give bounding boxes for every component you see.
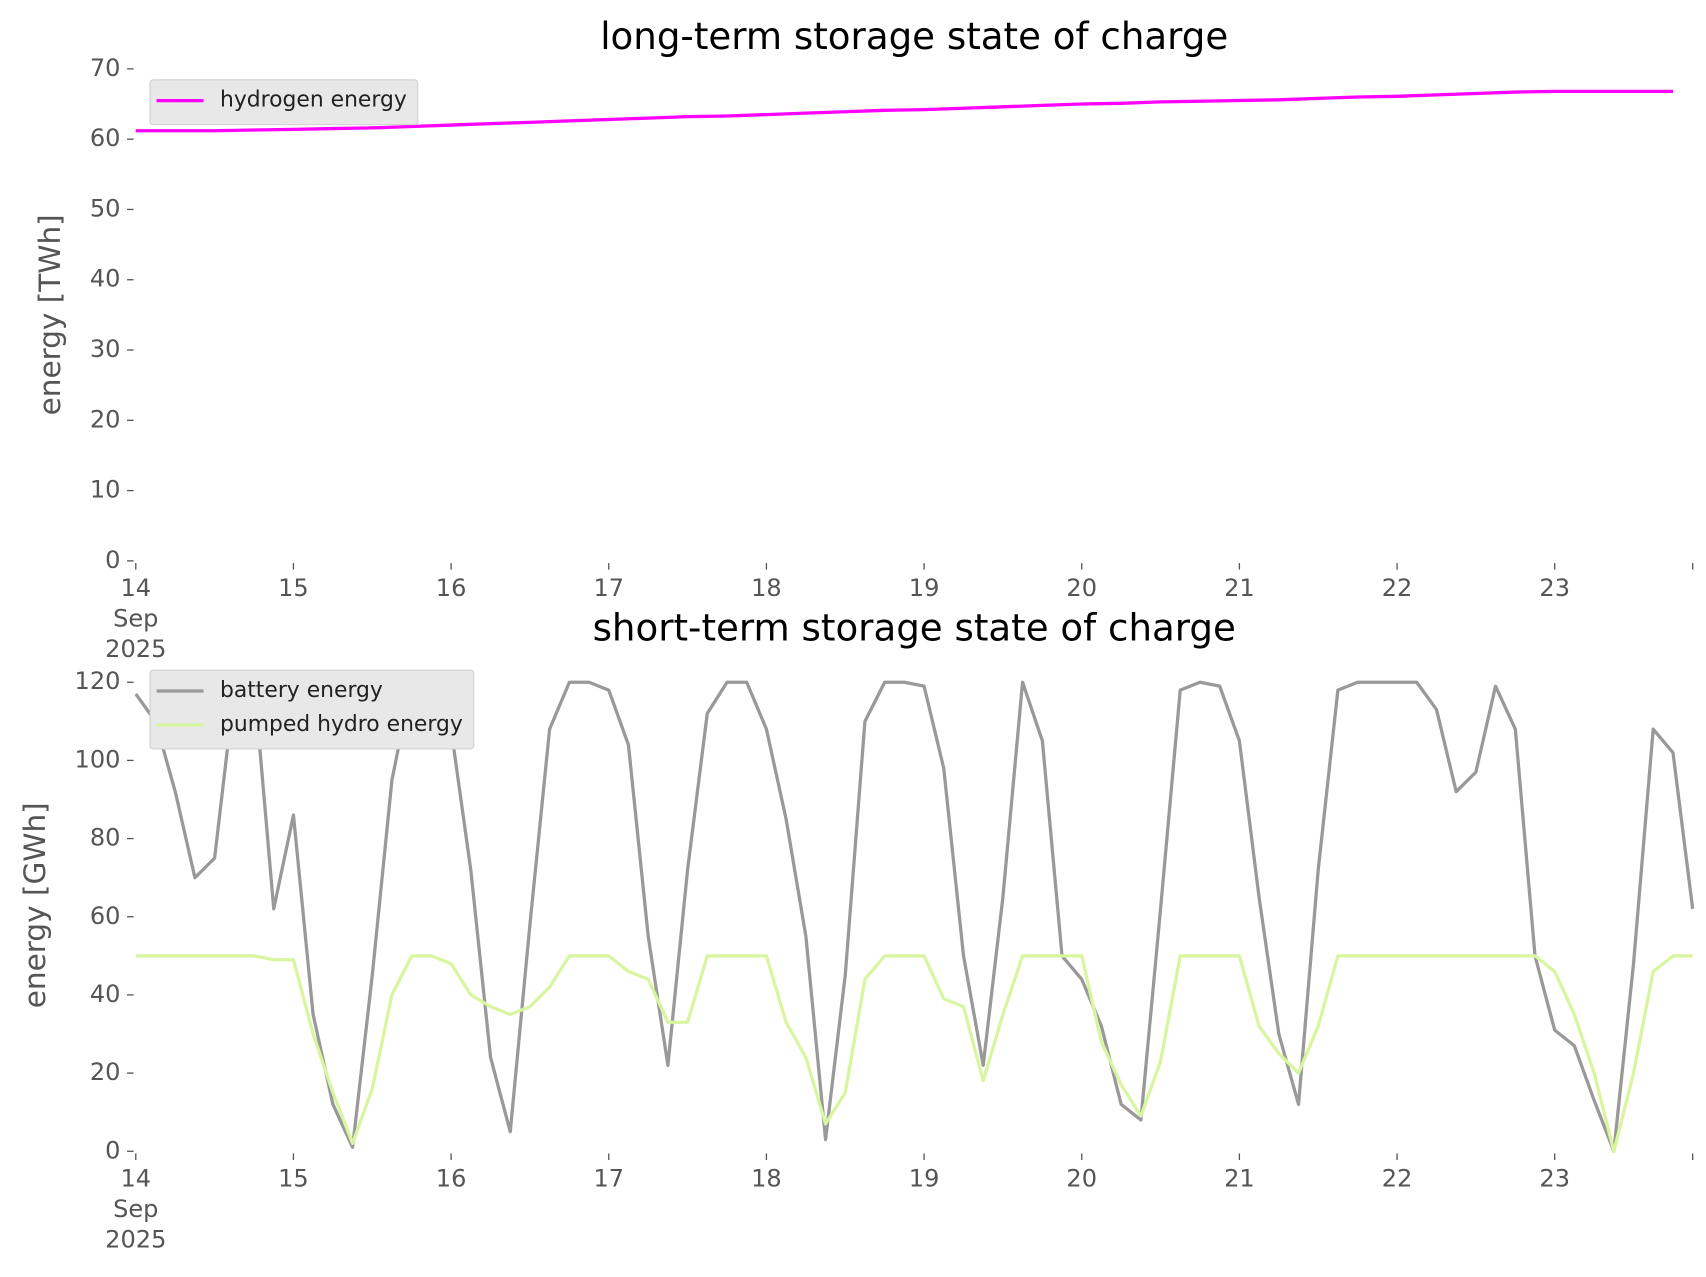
y-tick-label: 50 (90, 194, 121, 222)
data-line (135, 954, 1693, 1153)
x-tick-label: 21 (1224, 574, 1255, 602)
x-tick-label: 19 (909, 574, 940, 602)
x-tick-label: 22 (1382, 574, 1413, 602)
y-tick-label: 20 (90, 405, 121, 433)
legend-box (149, 669, 475, 750)
x-tick-label: 18 (751, 1164, 782, 1192)
x-tick-label: 23 (1539, 1164, 1570, 1192)
y-tick-label: 60 (90, 124, 121, 152)
x-tick-label: 14 Sep 2025 (105, 1164, 166, 1253)
y-axis-label: energy [TWh] (33, 214, 67, 415)
chart-title: short-term storage state of charge (593, 605, 1236, 649)
y-tick-label: 100 (75, 745, 121, 773)
y-tick-label: 70 (90, 54, 121, 82)
y-axis-label: energy [GWh] (18, 802, 52, 1008)
x-tick-label: 19 (909, 1164, 940, 1192)
x-tick-label: 17 (593, 574, 624, 602)
y-tick-label: 40 (90, 980, 121, 1008)
x-tick-label: 21 (1224, 1164, 1255, 1192)
x-tick-label: 16 (436, 574, 467, 602)
x-tick-label: 14 Sep 2025 (105, 574, 166, 663)
x-tick-label: 20 (1066, 1164, 1097, 1192)
x-tick-label: 17 (593, 1164, 624, 1192)
legend-label: hydrogen energy (220, 88, 407, 113)
legend-box (149, 79, 419, 126)
data-line (135, 89, 1673, 133)
y-tick-label: 120 (75, 667, 121, 695)
y-tick-label: 0 (105, 546, 120, 574)
y-tick-label: 30 (90, 335, 121, 363)
y-tick-label: 10 (90, 476, 121, 504)
x-tick-label: 23 (1539, 574, 1570, 602)
y-tick-label: 20 (90, 1058, 121, 1086)
y-tick-label: 60 (90, 902, 121, 930)
x-tick-label: 18 (751, 574, 782, 602)
legend-label: battery energy (220, 678, 383, 703)
y-tick-label: 80 (90, 824, 121, 852)
x-tick-label: 15 (278, 574, 309, 602)
data-line (134, 680, 1695, 1153)
chart-title: long-term storage state of charge (600, 14, 1228, 58)
legend-label: pumped hydro energy (220, 712, 463, 737)
x-tick-label: 15 (278, 1164, 309, 1192)
x-tick-label: 22 (1382, 1164, 1413, 1192)
x-tick-label: 20 (1066, 574, 1097, 602)
y-tick-label: 0 (105, 1136, 120, 1164)
x-tick-label: 16 (436, 1164, 467, 1192)
y-tick-label: 40 (90, 265, 121, 293)
